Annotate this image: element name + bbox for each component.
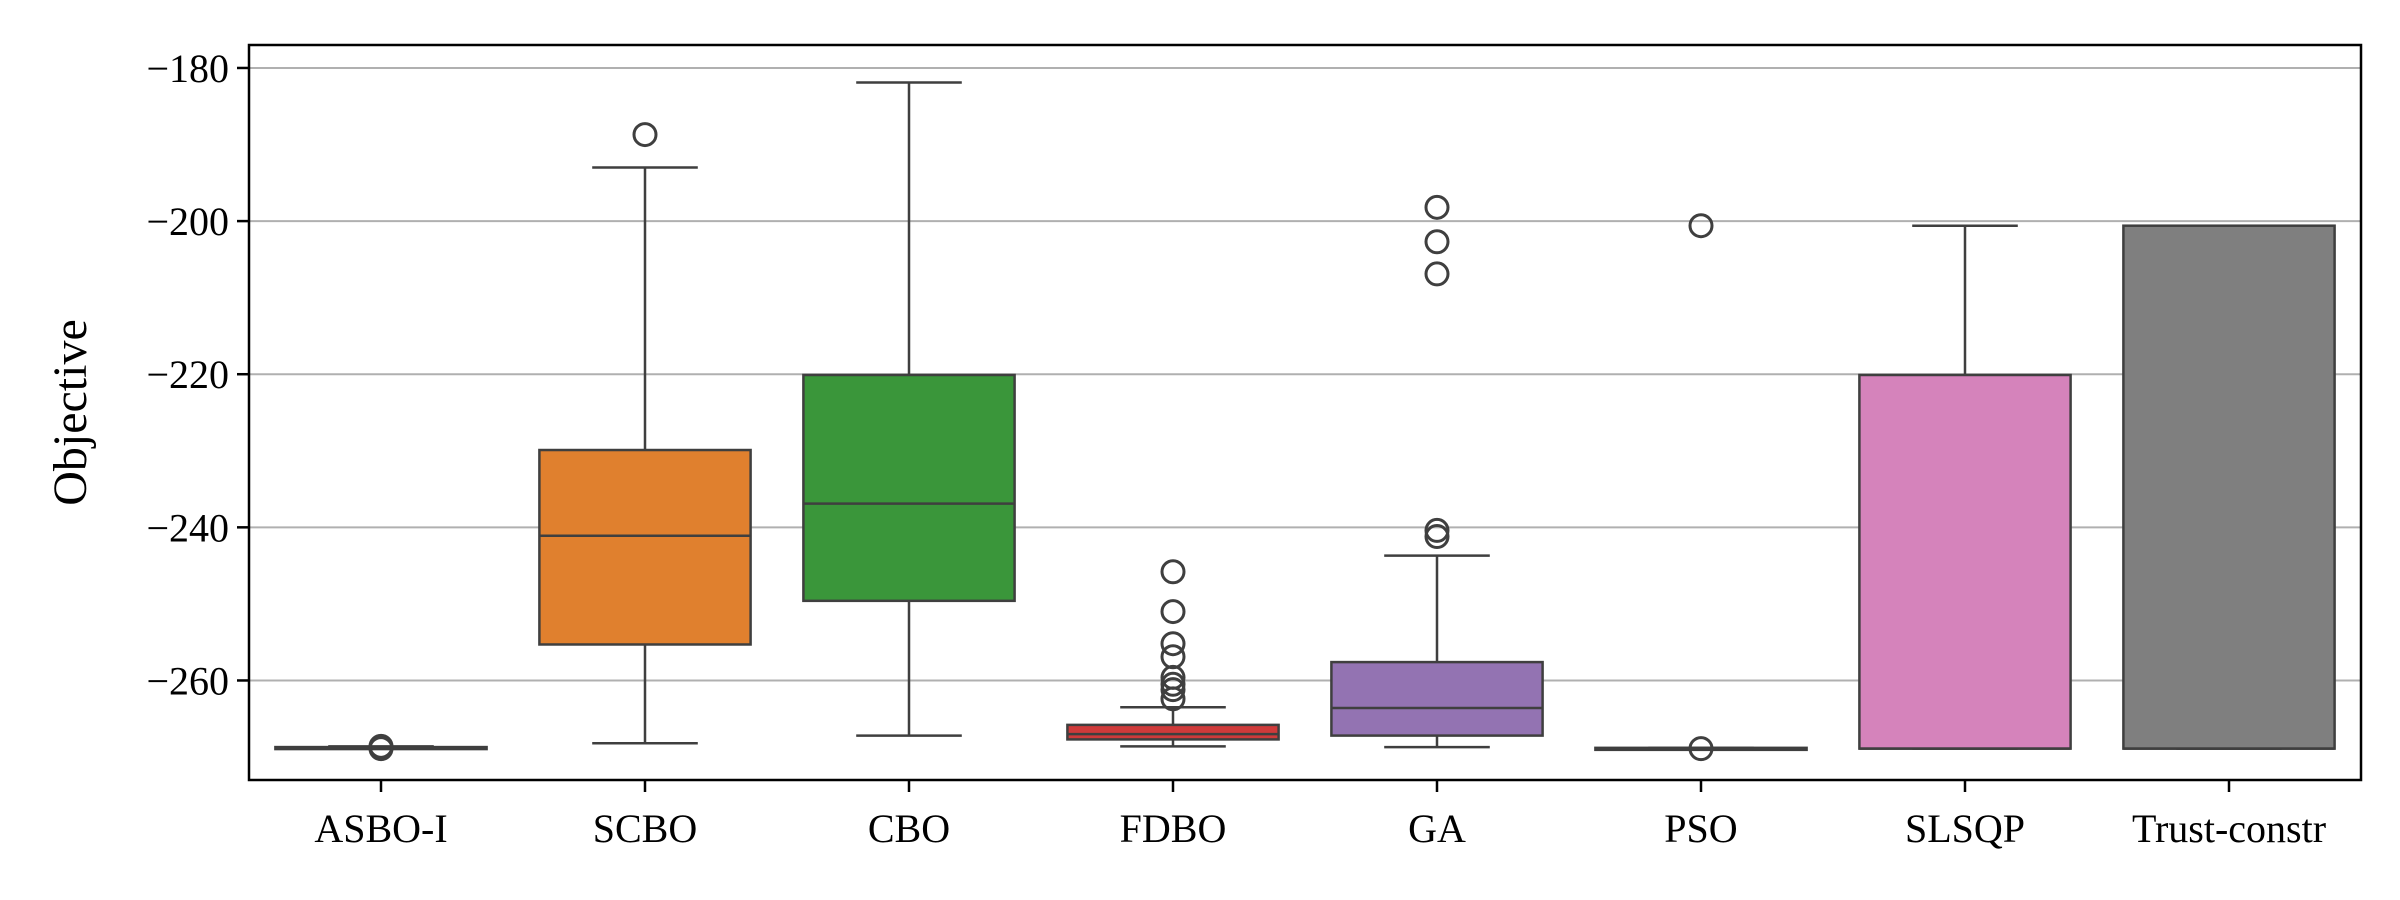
- box-fdbo: [1066, 559, 1280, 748]
- y-axis-label: Objective: [44, 319, 97, 506]
- box-iqr: [1858, 373, 2072, 750]
- box-iqr: [538, 448, 752, 646]
- outlier-point: [632, 122, 658, 148]
- x-tick-label: FDBO: [1120, 806, 1227, 851]
- outlier-point: [1160, 599, 1186, 625]
- outlier-point: [1160, 644, 1186, 670]
- outlier-point: [1424, 194, 1450, 220]
- x-tick-label: CBO: [868, 806, 950, 851]
- outlier-point: [1688, 736, 1714, 762]
- outlier-point: [1424, 517, 1450, 543]
- box-scbo: [538, 122, 752, 745]
- x-axis-ticks: ASBO-I SCBO CBO FDBO GA PSO SLSQP Trust-constr: [314, 780, 2326, 851]
- x-tick-label: PSO: [1664, 806, 1737, 851]
- y-tick-label: −200: [146, 199, 229, 244]
- box-trust-constr: [2122, 224, 2336, 750]
- y-axis-ticks: −180 −200 −220 −240 −260: [146, 46, 249, 703]
- y-tick-label: −180: [146, 46, 229, 91]
- boxes: [274, 81, 2336, 762]
- box-iqr: [1330, 660, 1544, 737]
- box-ga: [1330, 194, 1544, 749]
- outlier-point: [1160, 686, 1186, 712]
- outlier-point: [368, 736, 394, 762]
- outlier-point: [1688, 213, 1714, 239]
- outlier-point: [1424, 229, 1450, 255]
- box-iqr: [802, 373, 1016, 603]
- x-tick-label: ASBO-I: [314, 806, 447, 851]
- y-tick-label: −240: [146, 505, 229, 550]
- plot-frame: [247, 43, 2363, 782]
- x-tick-label: Trust-constr: [2132, 806, 2326, 851]
- box-asbo-i: [274, 733, 488, 762]
- box-cbo: [802, 81, 1016, 737]
- y-tick-label: −260: [146, 658, 229, 703]
- box-slsqp: [1858, 224, 2072, 750]
- y-tick-label: −220: [146, 352, 229, 397]
- box-pso: [1594, 213, 1808, 762]
- outlier-point: [1160, 677, 1186, 703]
- box-iqr: [1066, 723, 1280, 741]
- x-tick-label: SCBO: [593, 806, 698, 851]
- outlier-point: [1160, 559, 1186, 585]
- x-tick-label: GA: [1408, 806, 1466, 851]
- box-iqr: [2122, 224, 2336, 750]
- outlier-point: [1424, 261, 1450, 287]
- x-tick-label: SLSQP: [1905, 806, 2025, 851]
- outlier-point: [1160, 631, 1186, 657]
- outlier-point: [1424, 524, 1450, 550]
